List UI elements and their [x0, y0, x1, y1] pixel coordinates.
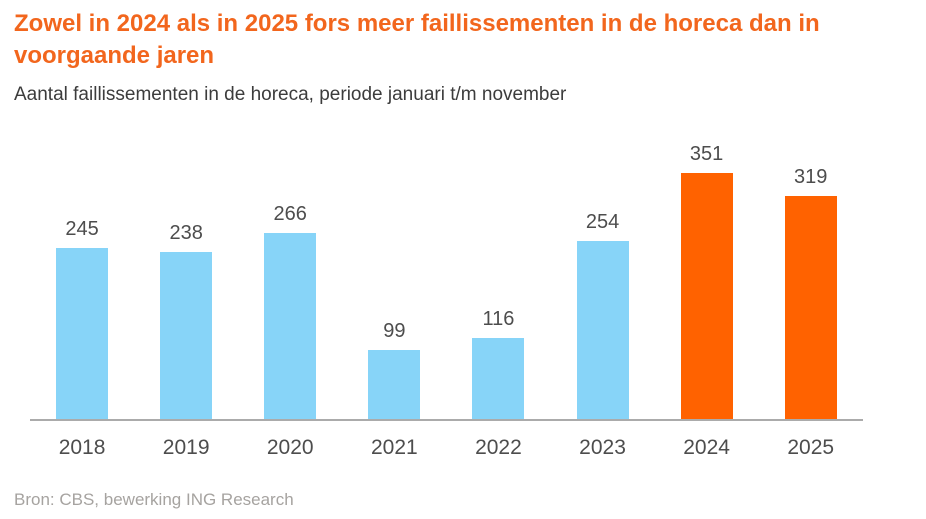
bar-value-label: 245 — [65, 217, 99, 240]
source-note: Bron: CBS, bewerking ING Research — [14, 490, 294, 509]
bar-2018 — [56, 247, 109, 419]
bar-chart: 245 238 266 99 116 254 351 319 — [30, 132, 863, 421]
x-axis-label-2024: 2024 — [683, 436, 730, 459]
x-axis-label-2019: 2019 — [162, 436, 210, 459]
bar-group-2024: 351 — [655, 144, 759, 419]
bar-2024 — [680, 173, 733, 419]
x-axis-label-2022: 2022 — [475, 436, 522, 459]
chart-subtitle: Aantal faillissementen in de horeca, per… — [14, 84, 567, 105]
x-axis-line — [30, 419, 863, 421]
bar-group-2025: 319 — [759, 167, 863, 419]
x-axis-label-2018: 2018 — [58, 436, 106, 459]
bar-group-2021: 99 — [342, 321, 446, 419]
bar-value-label: 238 — [169, 222, 203, 245]
bar-2023 — [576, 241, 629, 419]
bar-2020 — [264, 232, 317, 419]
bar-value-label: 319 — [794, 165, 828, 188]
bar-group-2019: 238 — [134, 223, 238, 419]
bar-group-2023: 254 — [550, 212, 654, 419]
bar-group-2018: 245 — [30, 217, 134, 419]
chart-title: Zowel in 2024 als in 2025 fors meer fail… — [14, 10, 820, 70]
bar-value-label: 351 — [689, 143, 724, 166]
bar-2019 — [160, 252, 213, 419]
x-axis-labels: 2018 2019 2020 2021 2022 2023 2024 2025 — [30, 436, 863, 460]
x-axis-label-2021: 2021 — [370, 436, 418, 459]
bar-group-2020: 266 — [238, 204, 342, 419]
bar-columns: 245 238 266 99 116 254 351 319 — [30, 132, 863, 419]
bar-2025 — [784, 195, 837, 419]
x-axis-label-2023: 2023 — [579, 436, 626, 459]
bar-2022 — [472, 337, 525, 419]
bar-group-2022: 116 — [446, 309, 550, 419]
bar-value-label: 254 — [585, 211, 620, 234]
bar-value-label: 116 — [482, 307, 515, 330]
x-axis-label-2020: 2020 — [266, 436, 314, 459]
bar-value-label: 99 — [383, 319, 406, 342]
bar-2021 — [368, 349, 421, 419]
x-axis-label-2025: 2025 — [787, 436, 835, 459]
bar-value-label: 266 — [273, 202, 307, 225]
